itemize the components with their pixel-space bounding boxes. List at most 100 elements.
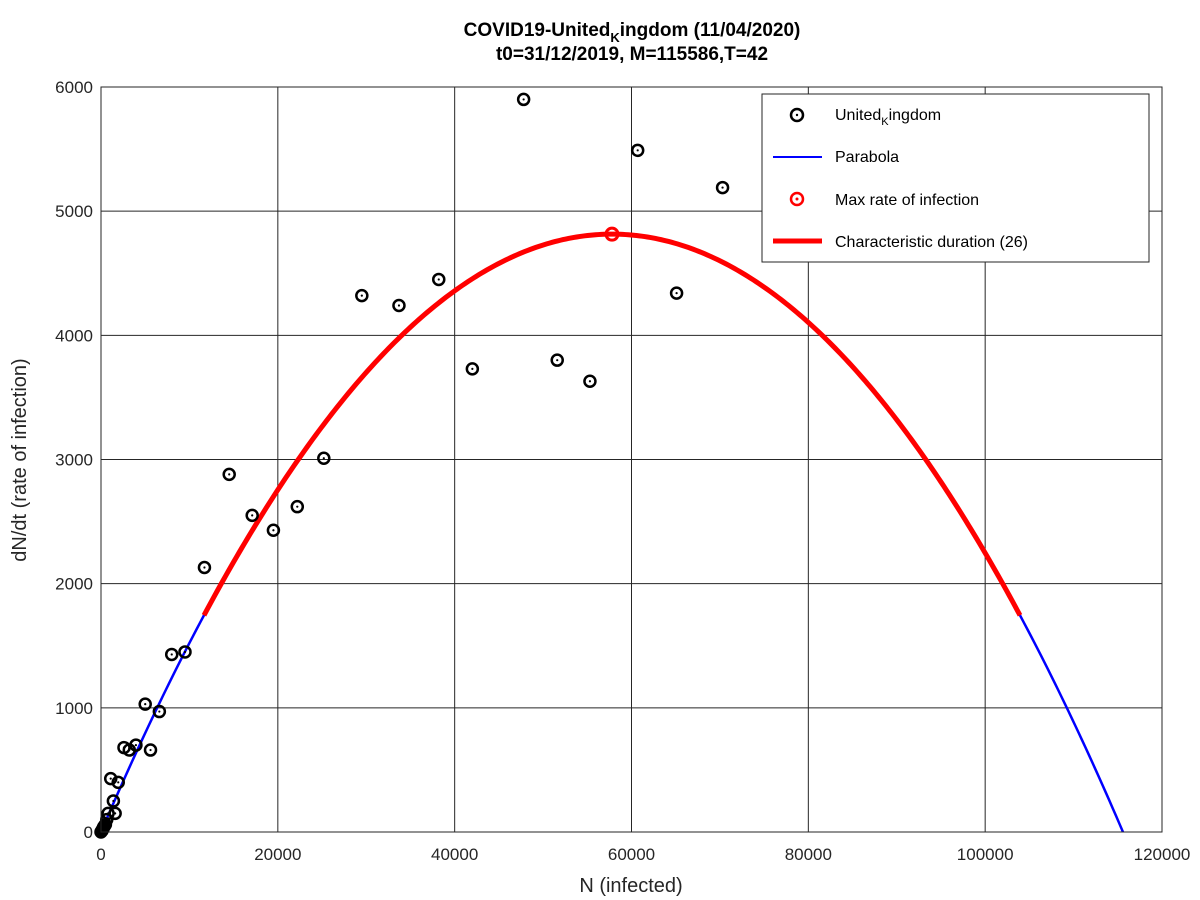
data-point-ring (111, 775, 125, 790)
data-point (669, 286, 684, 300)
data-point-ring (266, 523, 281, 538)
data-point-ring (143, 743, 158, 757)
chart-title: COVID19-UnitedKingdom (11/04/2020) (464, 20, 801, 45)
data-point-dot (144, 703, 147, 706)
data-point-dot (149, 748, 152, 752)
data-point-dot (128, 748, 131, 752)
legend: UnitedKingdom Parabola Max rate of infec… (761, 93, 1150, 263)
data-point (266, 523, 281, 538)
x-tick-label: 0 (96, 845, 105, 864)
data-point (108, 806, 122, 821)
x-tick-label: 120000 (1134, 845, 1191, 864)
data-point-dot (636, 149, 639, 152)
data-point-ring (516, 92, 531, 107)
data-point-ring (355, 288, 369, 303)
data-point (583, 374, 597, 389)
data-point-ring (432, 272, 446, 287)
data-point (550, 353, 564, 367)
data-point (143, 743, 158, 757)
data-point-dot (228, 473, 231, 476)
legend-label-max-rate: Max rate of infection (835, 192, 979, 209)
plot-frame (100, 86, 1163, 833)
y-tick-label: 1000 (55, 699, 93, 718)
data-point-ring (178, 645, 192, 659)
data-point-ring (290, 499, 305, 514)
x-tick-label: 40000 (431, 845, 478, 864)
data-point (103, 771, 118, 786)
data-point (178, 645, 192, 659)
data-point-dot (322, 457, 325, 460)
data-point (106, 794, 121, 808)
parabola-layer (99, 232, 1125, 833)
data-point-ring (583, 374, 597, 389)
data-point-dot (112, 799, 115, 803)
data-point (197, 560, 212, 575)
max-rate-point (604, 226, 620, 242)
data-point-dot (556, 359, 559, 362)
x-axis-label: N (infected) (579, 875, 682, 897)
data-point-dot (134, 743, 138, 747)
legend-label-characteristic-duration: Characteristic duration (26) (835, 234, 1028, 251)
legend-entry-characteristic-duration: Characteristic duration (26) (773, 234, 1028, 251)
data-point-dot (721, 186, 724, 189)
legend-entry-united-kingdom: UnitedKingdom (789, 107, 941, 128)
data-point-ring (164, 647, 179, 662)
data-point (152, 704, 167, 719)
x-tick-label: 100000 (957, 845, 1014, 864)
legend-label-suffix: ingdom (889, 107, 941, 124)
data-point-ring (108, 806, 122, 821)
data-point-ring (630, 143, 645, 158)
data-point-ring (245, 508, 259, 523)
data-point (317, 451, 331, 466)
legend-label-united-kingdom: UnitedKingdom (835, 107, 941, 128)
legend-label-parabola: Parabola (835, 149, 899, 166)
data-point-dot (522, 98, 525, 101)
data-point-dot (114, 812, 117, 815)
chart-title-prefix: COVID19-United (464, 20, 611, 41)
data-point-dot (251, 514, 254, 517)
data-point-dot (183, 650, 187, 654)
data-point (392, 298, 406, 313)
data-point (516, 92, 531, 107)
y-axis-ticks: 0 1000 2000 3000 4000 5000 6000 (55, 78, 93, 842)
data-point (111, 775, 125, 790)
characteristic-duration-layer (201, 231, 1023, 617)
legend-marker-black-dot-icon (795, 113, 799, 117)
data-point-ring (715, 180, 730, 195)
max-rate-point-dot (610, 232, 614, 236)
data-point-ring (317, 451, 331, 466)
data-points-layer (94, 92, 730, 839)
data-point-ring (129, 738, 143, 752)
data-point-ring (103, 771, 118, 786)
y-tick-label: 0 (84, 823, 93, 842)
data-point-dot (437, 278, 440, 281)
legend-label-prefix: United (835, 107, 881, 124)
legend-red-circle-icon (789, 191, 805, 207)
data-point (355, 288, 369, 303)
data-point (245, 508, 259, 523)
legend-box (761, 93, 1150, 263)
data-point-dot (117, 781, 120, 784)
legend-entry-parabola: Parabola (773, 149, 899, 166)
data-point-dot (272, 529, 275, 532)
data-point-ring (465, 362, 480, 376)
data-point-dot (471, 367, 474, 370)
chart-title-suffix: ingdom (11/04/2020) (620, 20, 801, 41)
data-point-dot (158, 710, 161, 713)
chart-subtitle: t0=31/12/2019, M=115586,T=42 (496, 44, 768, 65)
parabola-line (99, 232, 1125, 833)
data-point-ring (222, 467, 236, 482)
data-point-dot (296, 505, 299, 508)
max-rate-layer (604, 226, 620, 242)
data-point (222, 467, 236, 482)
chart-title-sub: K (610, 30, 620, 45)
y-tick-label: 4000 (55, 326, 93, 345)
data-point-ring (197, 560, 212, 575)
x-tick-label: 80000 (785, 845, 832, 864)
y-tick-label: 5000 (55, 202, 93, 221)
legend-label-sub: K (881, 116, 889, 128)
data-point-ring (550, 353, 564, 367)
data-point (164, 647, 179, 662)
data-point-dot (397, 304, 401, 307)
